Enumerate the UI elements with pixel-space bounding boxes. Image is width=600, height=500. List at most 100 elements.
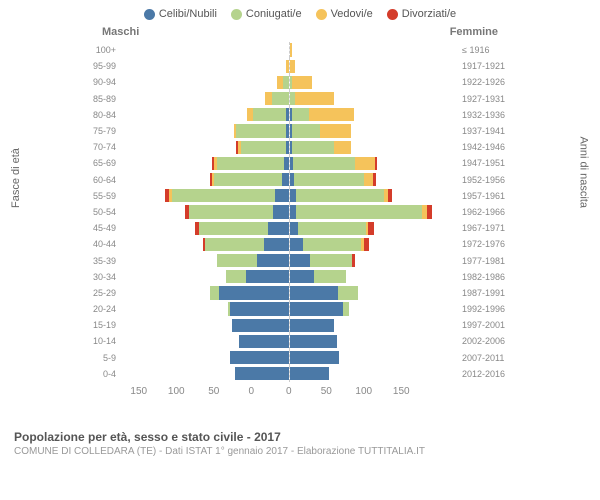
pyramid-row: 55-591957-1961 <box>82 188 518 204</box>
bar-segment <box>290 222 299 235</box>
bar <box>210 173 289 186</box>
bar <box>203 238 288 251</box>
bar-segment <box>268 222 288 235</box>
male-side <box>120 285 290 301</box>
female-side <box>290 220 459 236</box>
female-side <box>290 333 459 349</box>
bar-segment <box>235 367 289 380</box>
male-side <box>120 172 290 188</box>
bar <box>228 302 289 315</box>
bar-segment <box>219 286 289 299</box>
pyramid-row: 80-841932-1936 <box>82 107 518 123</box>
male-side <box>120 139 290 155</box>
bar-segment <box>241 141 286 154</box>
female-side <box>290 74 459 90</box>
male-side <box>120 269 290 285</box>
birth-year-label: 1972-1976 <box>458 239 518 249</box>
bar-segment <box>292 141 335 154</box>
age-label: 70-74 <box>82 142 120 152</box>
bar-segment <box>246 270 289 283</box>
female-side <box>290 107 459 123</box>
bar-segment <box>290 319 335 332</box>
bar <box>290 141 352 154</box>
male-side <box>120 91 290 107</box>
female-side <box>290 317 459 333</box>
pyramid-row: 90-941922-1926 <box>82 74 518 90</box>
male-side <box>120 42 290 58</box>
bar-segment <box>298 222 365 235</box>
age-label: 95-99 <box>82 61 120 71</box>
bar <box>185 205 288 218</box>
bar-area <box>120 155 458 171</box>
pyramid-row: 70-74 1942-1946 <box>82 139 518 155</box>
bar-segment <box>282 173 289 186</box>
legend-item: Vedovi/e <box>316 8 373 20</box>
female-side <box>290 123 459 139</box>
age-label: 25-29 <box>82 288 120 298</box>
bar-segment <box>230 351 288 364</box>
bar-segment <box>292 108 309 121</box>
bar-segment <box>290 302 344 315</box>
female-side <box>290 366 459 382</box>
bar <box>290 319 335 332</box>
bar-segment <box>290 60 296 73</box>
bar-segment <box>310 254 353 267</box>
male-side <box>120 333 290 349</box>
bar-segment <box>275 189 288 202</box>
bar-area <box>120 333 458 349</box>
bar <box>290 238 370 251</box>
bar <box>217 254 289 267</box>
x-axis-female: 050100150 <box>270 386 420 397</box>
bar-segment <box>290 367 329 380</box>
age-label: 20-24 <box>82 304 120 314</box>
legend-item: Coniugati/e <box>231 8 302 20</box>
bar-segment <box>334 141 351 154</box>
bar <box>290 92 335 105</box>
header-male: Maschi <box>102 26 139 38</box>
legend-swatch <box>231 9 242 20</box>
bar-segment <box>292 124 320 137</box>
female-side <box>290 301 459 317</box>
bar-area <box>120 317 458 333</box>
age-label: 85-89 <box>82 94 120 104</box>
birth-year-label: 1997-2001 <box>458 320 518 330</box>
bar-segment <box>283 76 289 89</box>
population-pyramid-chart: Celibi/NubiliConiugati/eVedovi/eDivorzia… <box>0 0 600 500</box>
bar-segment <box>205 238 263 251</box>
birth-year-label: 1932-1936 <box>458 110 518 120</box>
male-side <box>120 188 290 204</box>
bar <box>290 60 296 73</box>
female-side <box>290 155 459 171</box>
x-tick: 50 <box>195 386 233 397</box>
bar-segment <box>293 157 355 170</box>
bar-segment <box>172 189 275 202</box>
pyramid-area: Fasce di età Anni di nascita 100+≤ 19169… <box>12 42 588 422</box>
pyramid-row: 75-791937-1941 <box>82 123 518 139</box>
bar <box>239 335 288 348</box>
bar <box>290 286 359 299</box>
x-tick: 0 <box>233 386 271 397</box>
female-side <box>290 236 459 252</box>
birth-year-label: 1977-1981 <box>458 256 518 266</box>
male-side <box>120 350 290 366</box>
bar-segment <box>286 141 288 154</box>
bar-segment <box>286 60 288 73</box>
bar-segment <box>290 238 303 251</box>
bar <box>277 76 288 89</box>
bar <box>290 222 374 235</box>
bar-area <box>120 139 458 155</box>
birth-year-label: 1922-1926 <box>458 77 518 87</box>
bar <box>210 286 289 299</box>
bar <box>290 43 292 56</box>
bar-segment <box>373 173 376 186</box>
birth-year-label: 1942-1946 <box>458 142 518 152</box>
bar <box>226 270 289 283</box>
caption-title: Popolazione per età, sesso e stato civil… <box>14 430 588 444</box>
bar-segment <box>355 157 375 170</box>
bar <box>290 254 355 267</box>
male-side <box>120 317 290 333</box>
birth-year-label: 1957-1961 <box>458 191 518 201</box>
age-label: 100+ <box>82 45 120 55</box>
bar-segment <box>295 92 334 105</box>
pyramid-row: 95-991917-1921 <box>82 58 518 74</box>
